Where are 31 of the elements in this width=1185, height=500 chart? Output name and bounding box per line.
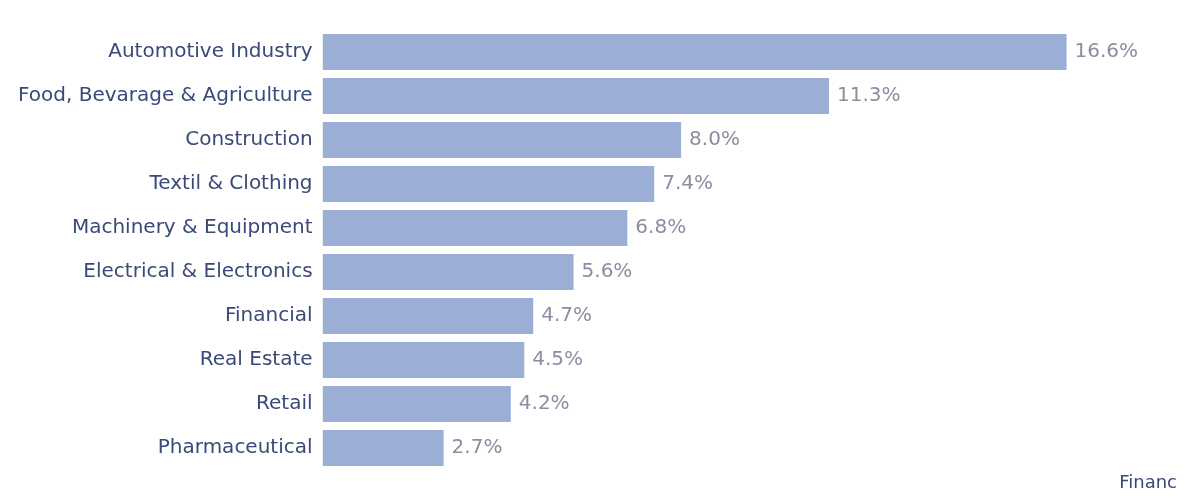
data-label: 4.7% [541, 302, 593, 327]
data-label: 4.2% [518, 390, 570, 415]
y-tick-label: Food, Bevarage & Agriculture [17, 82, 313, 107]
data-label: 7.4% [662, 170, 714, 195]
bar [322, 77, 830, 115]
data-label: 2.7% [451, 434, 503, 459]
y-tick-label: Pharmaceutical [157, 434, 313, 459]
bar [322, 297, 534, 335]
y-tick-label: Construction [185, 126, 313, 151]
text: Financ [1119, 471, 1177, 492]
data-label: 6.8% [635, 214, 687, 239]
data-label: 16.6% [1074, 38, 1139, 63]
bar [322, 253, 574, 291]
bar [322, 165, 655, 203]
data-label: 5.6% [581, 258, 633, 283]
y-tick-label: Electrical & Electronics [83, 258, 313, 283]
y-tick-label: Real Estate [199, 346, 313, 371]
bar [322, 341, 525, 379]
data-label: 11.3% [837, 82, 901, 107]
bar [322, 121, 682, 159]
bar [322, 33, 1067, 71]
data-label: 4.5% [532, 346, 584, 371]
y-tick-label: Machinery & Equipment [71, 214, 313, 239]
bar [322, 429, 444, 467]
y-tick-label: Textil & Clothing [148, 170, 313, 195]
bar [322, 385, 511, 423]
data-label: 8.0% [689, 126, 740, 151]
y-tick-label: Financial [224, 302, 313, 327]
y-tick-label: Retail [256, 390, 313, 415]
y-tick-label: Automotive Industry [108, 38, 313, 63]
bar [322, 209, 628, 247]
